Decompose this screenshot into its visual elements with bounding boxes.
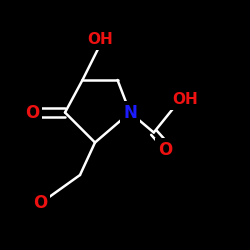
Text: OH: OH xyxy=(87,32,113,48)
Text: N: N xyxy=(123,104,137,122)
Text: O: O xyxy=(33,194,47,212)
Text: N: N xyxy=(123,104,137,122)
Text: O: O xyxy=(26,104,40,122)
Text: O: O xyxy=(158,141,172,159)
Text: OH: OH xyxy=(172,92,198,108)
